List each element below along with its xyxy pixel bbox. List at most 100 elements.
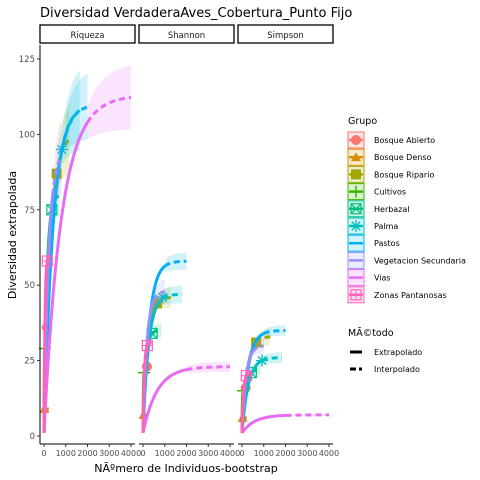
x-tick-label: 1000	[56, 449, 76, 458]
x-tick-label: 0	[239, 449, 244, 458]
interpolated-line	[42, 121, 89, 434]
facet-shannon: Shannon 0 1000 2000 3000 4000	[138, 24, 240, 458]
legend-item: Zonas Pantanosas	[347, 286, 447, 304]
legend-label: Herbazal	[374, 205, 410, 214]
legend-label: Palma	[374, 222, 398, 231]
legend-item: Vegetacion Secundaria	[347, 251, 466, 269]
legend-title: Grupo	[348, 116, 377, 127]
legend-item: Palma	[347, 217, 398, 235]
observed-point	[351, 135, 361, 145]
x-tick-label: 3000	[297, 449, 317, 458]
legend-item: Pastos	[347, 234, 400, 252]
legend-label: Bosque Abierto	[374, 136, 435, 145]
legend-item: Bosque Denso	[347, 148, 431, 166]
observed-point	[156, 291, 169, 304]
extrapolated-line	[161, 292, 183, 300]
facet-strip-label: Simpson	[267, 31, 303, 41]
extrapolated-line	[64, 105, 88, 135]
legend-method-label: Interpolado	[374, 365, 420, 374]
legend-label: Bosque Denso	[374, 153, 431, 162]
extrapolated-line	[51, 155, 63, 195]
x-tick-label: 3000	[198, 449, 218, 458]
y-tick-label: 50	[24, 281, 35, 291]
y-axis-label: Diversidad extrapolada	[6, 171, 19, 299]
extrapolated-line	[86, 95, 132, 124]
x-tick-label: 4000	[319, 449, 339, 458]
observed-point	[350, 220, 362, 232]
extrapolated-line	[152, 290, 165, 301]
observed-point	[350, 203, 362, 215]
x-tick-label: 3000	[99, 449, 119, 458]
y-tick-label: 25	[24, 357, 35, 367]
y-axis: 0 25 50 75 100 125	[19, 45, 41, 444]
x-tick-label: 4000	[121, 449, 141, 458]
legend-label: Vegetacion Secundaria	[374, 256, 466, 265]
legend-method-title: MÃ©todo	[348, 328, 394, 339]
observed-point	[256, 354, 269, 367]
series-zonas-pantanosas	[240, 367, 252, 434]
legend-item: Herbazal	[347, 200, 410, 218]
series-zonas-pantanosas	[41, 242, 53, 433]
x-tick-label: 1000	[155, 449, 175, 458]
interpolated-line	[240, 375, 248, 434]
x-tick-label: 2000	[77, 449, 97, 458]
facet-riqueza: Riqueza 0 1000 2000 3000 4000	[38, 24, 141, 458]
y-tick-label: 100	[19, 130, 35, 140]
interpolated-line	[141, 344, 149, 434]
facet-strip	[237, 24, 334, 44]
confidence-band	[252, 338, 264, 357]
observed-point	[350, 185, 362, 198]
observed-point	[350, 289, 362, 301]
facet-strip	[39, 24, 136, 44]
legend: Grupo Bosque Abierto Bosque Denso Bosque Ri…	[347, 116, 466, 374]
x-tick-label: 0	[140, 449, 145, 458]
series-vias	[42, 65, 132, 434]
extrapolated-line	[145, 341, 152, 347]
facet-strip	[138, 24, 235, 44]
y-tick-label: 75	[24, 206, 35, 216]
extrapolated-line	[251, 344, 264, 353]
legend-label: Bosque Ripario	[374, 170, 434, 179]
chart-title: Diversidad VerdaderaAves_Cobertura_Punto…	[40, 6, 352, 21]
legend-method-item: Interpolado	[350, 365, 420, 374]
legend-label: Zonas Pantanosas	[374, 291, 447, 300]
confidence-band	[153, 279, 165, 308]
interpolated-line	[240, 413, 286, 434]
legend-item: Bosque Ripario	[347, 165, 434, 183]
legend-item: Vias	[347, 269, 391, 287]
observed-point	[351, 152, 361, 162]
extrapolated-line	[245, 371, 251, 377]
x-tick-label: 0	[41, 449, 46, 458]
extrapolated-line	[261, 356, 283, 362]
series-vias	[240, 413, 330, 434]
x-tick-label: 4000	[220, 449, 240, 458]
observed-point	[41, 255, 53, 267]
legend-method-label: Extrapolado	[374, 348, 422, 357]
observed-point	[141, 339, 153, 352]
extrapolated-line	[263, 329, 286, 335]
x-tick-label: 1000	[254, 449, 274, 458]
x-tick-label: 2000	[176, 449, 196, 458]
observed-point	[240, 370, 252, 382]
x-tick-label: 2000	[275, 449, 295, 458]
legend-item: Bosque Abierto	[347, 131, 435, 149]
observed-point	[351, 169, 361, 180]
interpolated-line	[141, 368, 187, 434]
legend-label: Cultivos	[374, 188, 406, 197]
series-vias	[141, 361, 231, 434]
confidence-band	[87, 65, 131, 140]
extrapolated-line	[186, 365, 231, 372]
extrapolated-line	[285, 413, 330, 417]
x-axis-label: NÃºmero de Individuos-bootstrap	[94, 462, 277, 475]
series-zonas-pantanosas	[141, 336, 153, 434]
facet-simpson: Simpson 0 1000 2000 3000 4000	[237, 24, 339, 458]
y-tick-label: 0	[30, 432, 35, 442]
extrapolated-line	[163, 259, 187, 268]
legend-method-item: Extrapolado	[350, 348, 422, 357]
facet-strip-label: Riqueza	[71, 31, 105, 41]
legend-label: Pastos	[374, 239, 400, 248]
legend-item: Cultivos	[347, 183, 406, 201]
legend-label: Vias	[374, 274, 391, 283]
